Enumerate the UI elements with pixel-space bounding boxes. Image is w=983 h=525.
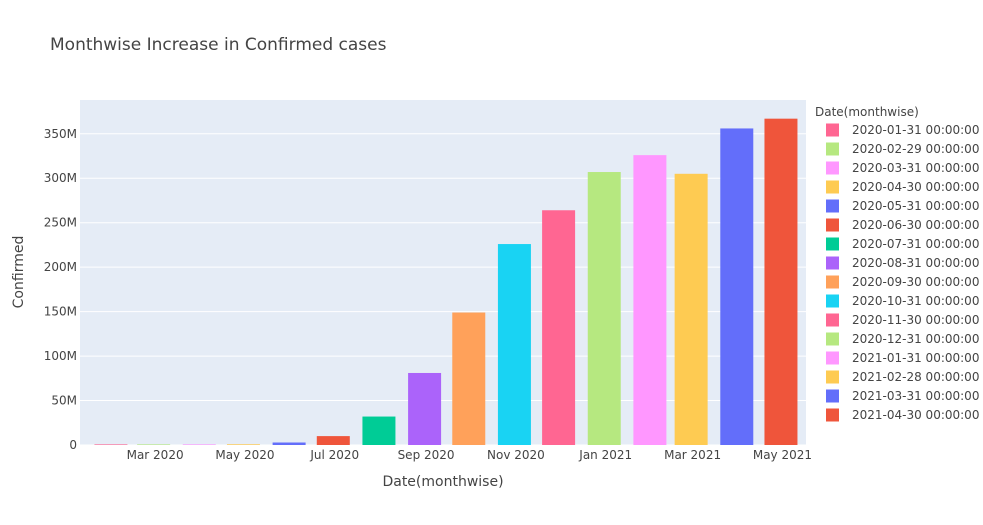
legend-item[interactable]: 2021-03-31 00:00:00 bbox=[826, 389, 979, 403]
x-tick-label: Sep 2020 bbox=[398, 448, 455, 462]
legend-label: 2020-09-30 00:00:00 bbox=[852, 275, 979, 289]
x-tick-label: Jan 2021 bbox=[578, 448, 632, 462]
x-tick-label: Nov 2020 bbox=[487, 448, 545, 462]
bar-2020-09-30[interactable] bbox=[452, 312, 486, 445]
legend-title: Date(monthwise) bbox=[815, 105, 919, 119]
chart-title: Monthwise Increase in Confirmed cases bbox=[50, 35, 387, 55]
y-tick-label: 250M bbox=[44, 216, 77, 230]
legend-item[interactable]: 2020-05-31 00:00:00 bbox=[826, 199, 979, 213]
legend-item[interactable]: 2020-12-31 00:00:00 bbox=[826, 332, 979, 346]
legend-swatch bbox=[826, 161, 839, 175]
legend-label: 2020-03-31 00:00:00 bbox=[852, 161, 979, 175]
legend-swatch bbox=[826, 313, 839, 327]
legend-label: 2020-02-29 00:00:00 bbox=[852, 142, 979, 156]
legend-swatch bbox=[826, 199, 839, 213]
legend-label: 2021-03-31 00:00:00 bbox=[852, 389, 979, 403]
bar-2020-03-31[interactable] bbox=[182, 444, 216, 445]
bar-2021-01-31[interactable] bbox=[633, 155, 667, 446]
y-axis-ticks: 0 50M 100M 150M 200M 250M 300M 350M bbox=[44, 127, 77, 452]
bar-2020-01-31[interactable] bbox=[94, 444, 128, 445]
legend-swatch bbox=[826, 142, 839, 156]
x-tick-label: Jul 2020 bbox=[309, 448, 359, 462]
y-tick-label: 300M bbox=[44, 171, 77, 185]
legend-label: 2020-07-31 00:00:00 bbox=[852, 237, 979, 251]
legend-swatch bbox=[826, 332, 839, 346]
legend-swatch bbox=[826, 370, 839, 384]
x-tick-label: Mar 2021 bbox=[664, 448, 721, 462]
legend-label: 2021-02-28 00:00:00 bbox=[852, 370, 979, 384]
legend-item[interactable]: 2020-02-29 00:00:00 bbox=[826, 142, 979, 156]
legend-swatch bbox=[826, 294, 839, 308]
legend-label: 2020-08-31 00:00:00 bbox=[852, 256, 979, 270]
y-tick-label: 150M bbox=[44, 305, 77, 319]
legend-label: 2021-01-31 00:00:00 bbox=[852, 351, 979, 365]
bar-2020-04-30[interactable] bbox=[226, 444, 260, 445]
bars bbox=[94, 118, 798, 446]
y-tick-label: 100M bbox=[44, 349, 77, 363]
bar-2021-02-28[interactable] bbox=[674, 173, 708, 445]
legend-item[interactable]: 2020-08-31 00:00:00 bbox=[826, 256, 979, 270]
x-axis-title: Date(monthwise) bbox=[382, 474, 503, 490]
legend-item[interactable]: 2020-06-30 00:00:00 bbox=[826, 218, 979, 232]
x-axis-ticks: Mar 2020 May 2020 Jul 2020 Sep 2020 Nov 2020… bbox=[127, 448, 812, 462]
y-tick-label: 50M bbox=[51, 394, 77, 408]
bar-2020-02-29[interactable] bbox=[137, 444, 171, 445]
bar-2021-03-31[interactable] bbox=[720, 128, 754, 445]
legend-swatch bbox=[826, 256, 839, 270]
bar-2020-08-31[interactable] bbox=[408, 372, 442, 445]
y-tick-label: 350M bbox=[44, 127, 77, 141]
bar-2020-11-30[interactable] bbox=[542, 210, 576, 445]
legend-item[interactable]: 2020-03-31 00:00:00 bbox=[826, 161, 979, 175]
legend-item[interactable]: 2021-04-30 00:00:00 bbox=[826, 408, 979, 422]
legend-label: 2020-06-30 00:00:00 bbox=[852, 218, 979, 232]
y-axis-title: Confirmed bbox=[11, 236, 27, 309]
bar-2020-07-31[interactable] bbox=[362, 416, 396, 445]
legend-label: 2020-10-31 00:00:00 bbox=[852, 294, 979, 308]
x-tick-label: Mar 2020 bbox=[127, 448, 184, 462]
legend-label: 2020-12-31 00:00:00 bbox=[852, 332, 979, 346]
legend-label: 2021-04-30 00:00:00 bbox=[852, 408, 979, 422]
legend-swatch bbox=[826, 275, 839, 289]
legend-item[interactable]: 2020-11-30 00:00:00 bbox=[826, 313, 979, 327]
x-tick-label: May 2020 bbox=[215, 448, 274, 462]
legend-swatch bbox=[826, 218, 839, 232]
legend-swatch bbox=[826, 408, 839, 422]
legend-label: 2020-05-31 00:00:00 bbox=[852, 199, 979, 213]
legend-swatch bbox=[826, 123, 839, 137]
legend-item[interactable]: 2021-02-28 00:00:00 bbox=[826, 370, 979, 384]
legend-swatch bbox=[826, 351, 839, 365]
legend-item[interactable]: 2020-07-31 00:00:00 bbox=[826, 237, 979, 251]
legend-item[interactable]: 2020-01-31 00:00:00 bbox=[826, 123, 979, 137]
legend-swatch bbox=[826, 237, 839, 251]
bar-2020-05-31[interactable] bbox=[272, 442, 306, 445]
bar-2020-06-30[interactable] bbox=[316, 436, 350, 445]
legend-label: 2020-11-30 00:00:00 bbox=[852, 313, 979, 327]
bar-2020-12-31[interactable] bbox=[587, 172, 621, 445]
legend-item[interactable]: 2020-10-31 00:00:00 bbox=[826, 294, 979, 308]
legend-label: 2020-04-30 00:00:00 bbox=[852, 180, 979, 194]
legend-swatch bbox=[826, 389, 839, 403]
legend-label: 2020-01-31 00:00:00 bbox=[852, 123, 979, 137]
y-tick-label: 0 bbox=[69, 438, 77, 452]
legend-item[interactable]: 2020-09-30 00:00:00 bbox=[826, 275, 979, 289]
legend[interactable]: 2020-01-31 00:00:00 2020-02-29 00:00:00 20… bbox=[826, 123, 979, 422]
y-tick-label: 200M bbox=[44, 260, 77, 274]
legend-item[interactable]: 2020-04-30 00:00:00 bbox=[826, 180, 979, 194]
bar-2020-10-31[interactable] bbox=[497, 244, 531, 445]
legend-swatch bbox=[826, 180, 839, 194]
legend-item[interactable]: 2021-01-31 00:00:00 bbox=[826, 351, 979, 365]
x-tick-label: May 2021 bbox=[753, 448, 812, 462]
bar-2021-04-30[interactable] bbox=[764, 118, 798, 446]
